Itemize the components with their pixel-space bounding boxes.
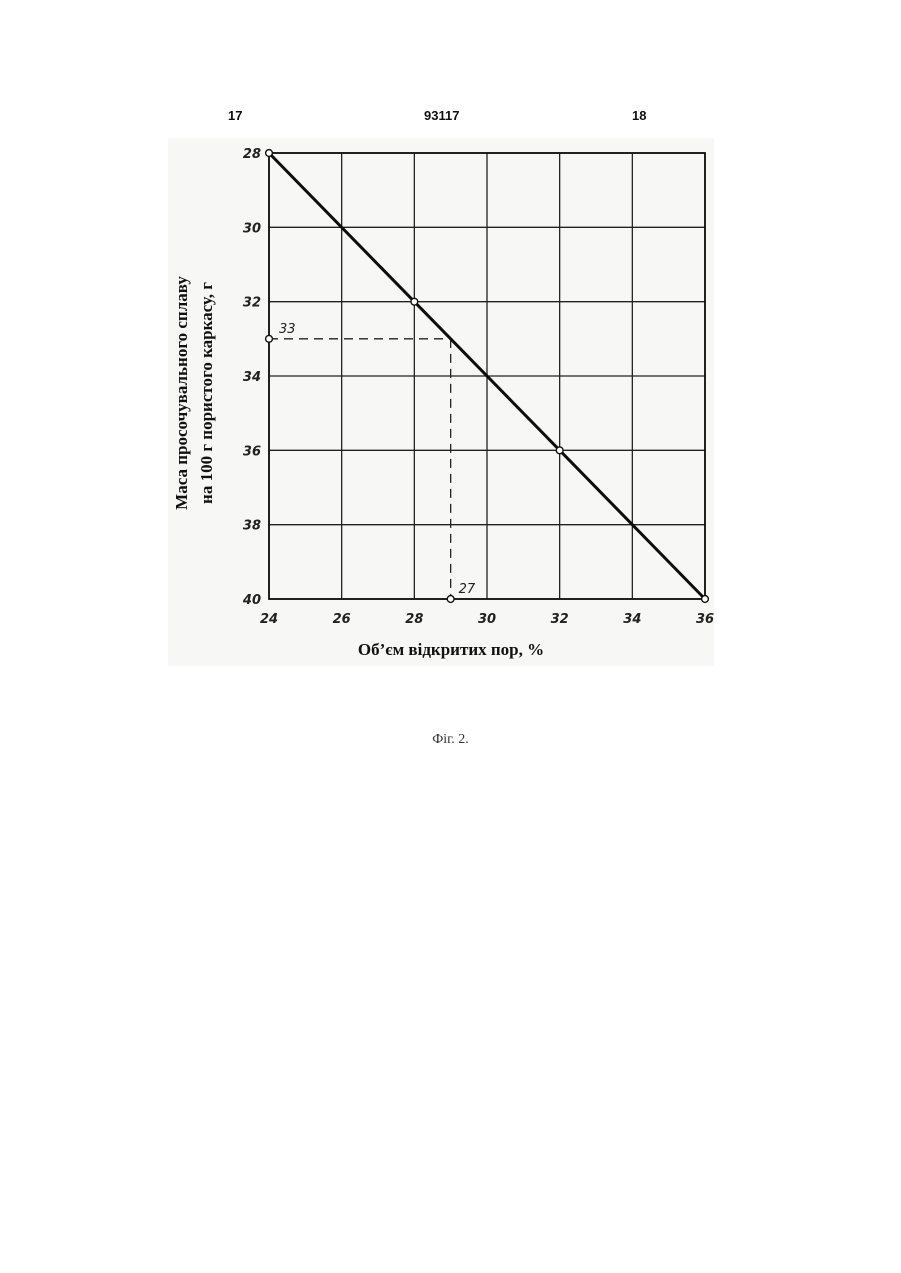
y-tick-label: 28 [243, 147, 261, 162]
y-tick-label: 38 [243, 519, 261, 534]
x-tick-label: 28 [405, 612, 423, 627]
page-number-right: 18 [632, 108, 646, 123]
y-tick-label: 34 [243, 370, 261, 385]
y-axis-title-line-2: на 100 г пористого каркасу, г [197, 282, 216, 504]
data-point-marker [411, 298, 418, 305]
x-tick-label: 26 [333, 612, 351, 627]
x-tick-label: 30 [478, 612, 496, 627]
annotation-label: 27 [459, 582, 476, 597]
y-axis-title: Маса просочувального сплаву на 100 г пори… [172, 276, 216, 510]
x-tick-label: 24 [260, 612, 278, 627]
annotation-label: 33 [279, 322, 296, 337]
x-tick-label: 32 [551, 612, 569, 627]
patent-number: 93117 [424, 108, 459, 123]
y-tick-label: 30 [243, 221, 261, 236]
figure-caption: Фіг. 2. [0, 732, 901, 748]
data-point-marker [447, 596, 454, 603]
data-point-marker [556, 447, 563, 454]
y-tick-label: 40 [242, 593, 261, 608]
chart-svg: 33 27 24 26 28 30 32 34 36 28 30 32 34 36 38 40 Об’єм ві… [168, 138, 714, 666]
chart-area: 33 27 24 26 28 30 32 34 36 28 30 32 34 36 38 40 Об’єм ві… [168, 138, 714, 666]
page-number-left: 17 [228, 108, 242, 123]
x-tick-label: 36 [696, 612, 714, 627]
x-tick-label: 34 [623, 612, 641, 627]
y-tick-label: 36 [243, 444, 261, 459]
x-axis-title: Об’єм відкритих пор, % [358, 640, 544, 659]
data-point-marker [266, 150, 273, 157]
y-axis-title-line-1: Маса просочувального сплаву [172, 276, 191, 510]
data-point-marker [266, 335, 273, 342]
y-tick-label: 32 [243, 296, 261, 311]
data-point-marker [702, 596, 709, 603]
